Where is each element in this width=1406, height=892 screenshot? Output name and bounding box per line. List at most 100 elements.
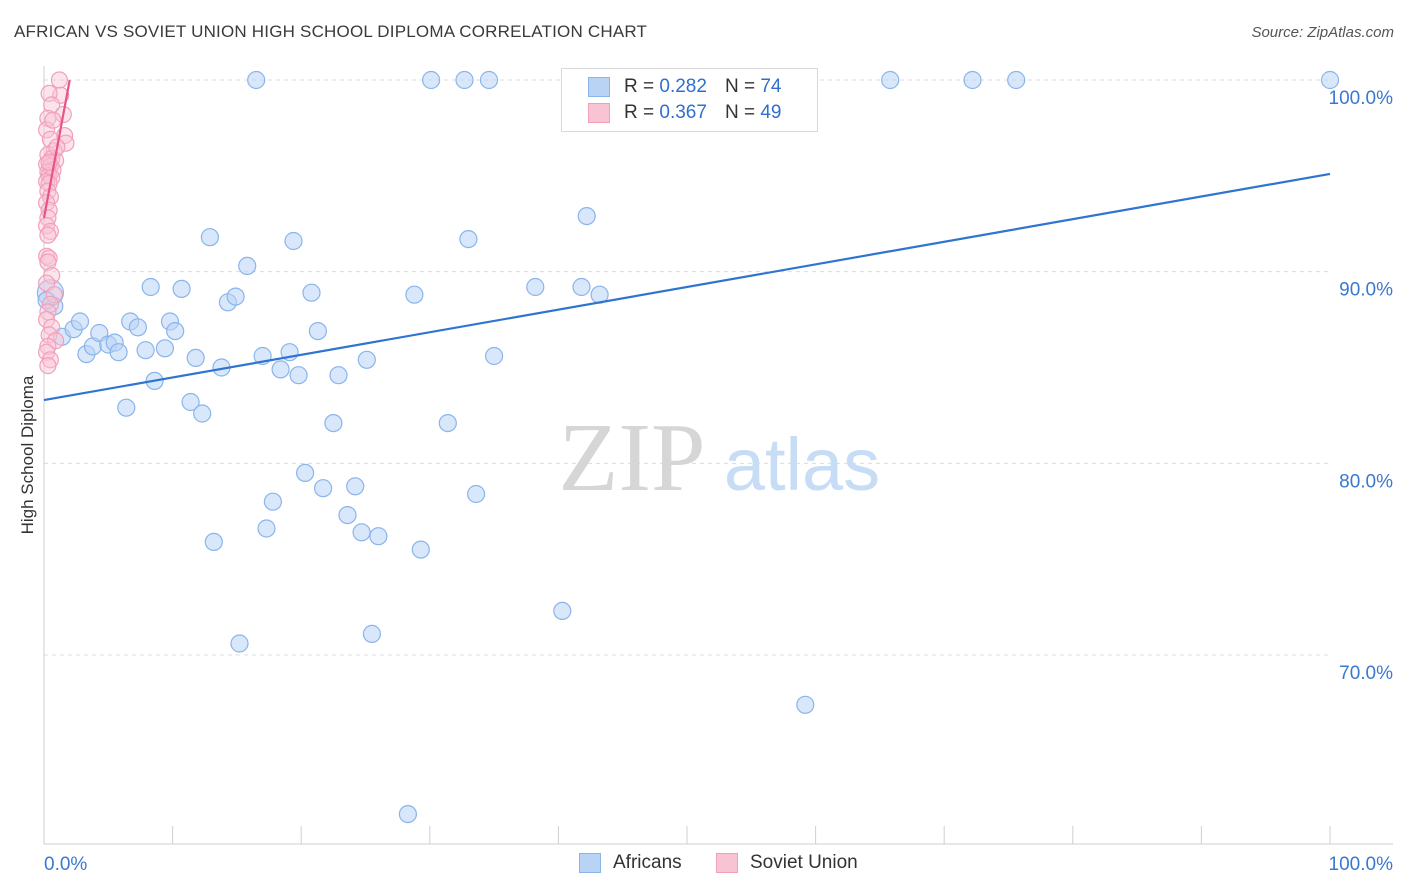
africans-point	[314, 479, 333, 498]
africans-point	[577, 207, 596, 226]
soviet-union-point	[39, 357, 57, 375]
africans-point	[553, 601, 572, 621]
soviet-union-trend-line	[42, 79, 71, 219]
soviet-union-point	[45, 286, 63, 304]
africans-point	[398, 804, 417, 824]
africans-point	[308, 322, 327, 341]
y-tick-label-90: 90.0%	[1339, 280, 1393, 301]
africans-point	[166, 322, 185, 341]
africans-n-label: N =	[724, 76, 756, 97]
chart-source: Source: ZipAtlas.com	[1251, 24, 1394, 41]
africans-point	[186, 348, 205, 367]
grid-lines	[44, 79, 1330, 656]
soviet-union-point	[39, 253, 57, 271]
africans-point	[117, 398, 136, 417]
africans-point	[200, 228, 219, 247]
africans-point	[329, 366, 348, 385]
africans-swatch	[588, 77, 610, 97]
africans-point	[338, 505, 357, 525]
trend-lines	[42, 79, 1331, 402]
africans-point	[455, 70, 474, 90]
africans-point	[238, 256, 257, 275]
africans-point	[302, 283, 321, 302]
africans-point	[193, 404, 212, 423]
africans-trend-line	[43, 172, 1331, 402]
legend-item-soviet-union: Soviet Union	[716, 852, 858, 874]
africans-point	[411, 540, 430, 559]
soviet-r-label: R =	[624, 102, 655, 123]
legend-row-soviet-union: R = 0.367 N = 49	[588, 101, 781, 125]
africans-point	[172, 279, 191, 298]
africans-point	[467, 484, 486, 504]
y-tick-label-70: 70.0%	[1339, 663, 1393, 684]
africans-point	[128, 318, 147, 337]
africans-point	[572, 277, 591, 297]
africans-point	[284, 231, 303, 251]
africans-point	[526, 277, 545, 297]
africans-r-value: 0.282	[659, 76, 707, 97]
soviet-r-value: 0.367	[659, 102, 707, 123]
africans-point	[352, 523, 371, 542]
y-tick-labels: 70.0% 80.0% 90.0% 100.0%	[1329, 88, 1394, 684]
watermark-zip: ZIP	[559, 404, 706, 512]
africans-point	[271, 360, 290, 379]
africans-point	[369, 527, 388, 546]
africans-point	[263, 492, 282, 511]
axes	[43, 66, 1393, 845]
africans-point	[204, 532, 223, 552]
africans-point	[346, 477, 365, 496]
stats-legend: R = 0.282 N = 74 R = 0.367 N = 49	[561, 68, 818, 132]
africans-point	[362, 624, 381, 644]
legend-row-africans: R = 0.282 N = 74	[588, 75, 781, 99]
soviet-union-point	[50, 71, 69, 89]
africans-point	[109, 343, 128, 362]
africans-point	[136, 341, 155, 360]
africans-point	[181, 392, 200, 412]
africans-legend-label: Africans	[613, 852, 682, 873]
x-tick-label-min: 0.0%	[44, 854, 87, 875]
africans-point	[70, 312, 90, 331]
y-tick-label-100: 100.0%	[1329, 88, 1394, 109]
soviet-union-point	[39, 226, 57, 244]
africans-point	[141, 277, 160, 297]
soviet-union-legend-label: Soviet Union	[750, 852, 858, 873]
africans-point	[479, 70, 499, 90]
soviet-union-point	[37, 121, 56, 139]
africans-legend-swatch	[579, 853, 601, 873]
africans-n-value: 74	[760, 76, 782, 97]
africans-point	[230, 634, 249, 653]
africans-point	[155, 339, 174, 358]
africans-point	[324, 414, 343, 433]
y-tick-label-80: 80.0%	[1339, 471, 1393, 492]
africans-point	[1320, 70, 1340, 90]
africans-point	[226, 287, 245, 306]
soviet-union-legend-swatch	[716, 853, 738, 873]
soviet-union-point	[39, 337, 57, 355]
africans-point	[357, 350, 376, 369]
africans-point	[247, 70, 266, 90]
x-tick-labels: 0.0% 100.0%	[44, 854, 1393, 875]
soviet-union-point	[37, 247, 56, 265]
africans-point	[438, 414, 457, 433]
soviet-union-swatch	[588, 103, 610, 123]
africans-point	[289, 366, 308, 385]
watermark: ZIP atlas	[559, 404, 881, 512]
africans-point	[1007, 70, 1026, 90]
africans-point	[422, 70, 441, 90]
soviet-union-point	[44, 111, 62, 129]
x-tick-label-max: 100.0%	[1329, 854, 1394, 875]
africans-point	[963, 70, 982, 90]
watermark-atlas: atlas	[724, 423, 880, 506]
africans-point	[881, 70, 900, 90]
africans-point	[485, 346, 504, 366]
chart-title: AFRICAN VS SOVIET UNION HIGH SCHOOL DIPL…	[14, 22, 648, 41]
africans-point	[405, 285, 424, 304]
soviet-n-label: N =	[724, 102, 756, 123]
africans-point	[459, 230, 478, 249]
africans-point	[257, 519, 276, 538]
africans-r-label: R =	[624, 76, 655, 97]
legend-item-africans: Africans	[579, 852, 682, 874]
africans-point	[296, 463, 315, 482]
africans-point	[796, 695, 815, 714]
